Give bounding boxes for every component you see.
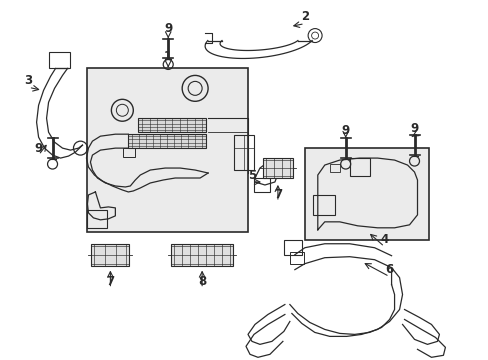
- Text: 5: 5: [247, 168, 256, 181]
- Text: 7: 7: [106, 275, 114, 288]
- Text: 6: 6: [385, 263, 393, 276]
- Text: 9: 9: [409, 122, 418, 135]
- Text: 4: 4: [380, 233, 388, 246]
- Text: 2: 2: [300, 10, 308, 23]
- Text: 1: 1: [164, 50, 172, 63]
- Bar: [91, 244, 129, 266]
- Bar: [289, 252, 303, 264]
- Bar: [48, 53, 70, 68]
- Bar: [349, 158, 369, 176]
- Bar: [87, 210, 107, 228]
- Bar: [284, 240, 301, 255]
- Bar: [329, 164, 339, 172]
- Bar: [253, 178, 269, 192]
- Bar: [123, 148, 135, 157]
- Text: 8: 8: [198, 275, 206, 288]
- Text: 9: 9: [164, 22, 172, 35]
- Text: 9: 9: [34, 141, 42, 155]
- Bar: [171, 244, 233, 266]
- Bar: [312, 195, 334, 215]
- Bar: [263, 158, 292, 178]
- Bar: [87, 68, 247, 232]
- Bar: [234, 135, 253, 170]
- Text: 9: 9: [341, 124, 349, 137]
- Bar: [304, 148, 428, 240]
- Bar: [128, 134, 205, 148]
- Text: 3: 3: [24, 74, 33, 87]
- Text: 7: 7: [273, 188, 282, 202]
- Bar: [138, 118, 205, 132]
